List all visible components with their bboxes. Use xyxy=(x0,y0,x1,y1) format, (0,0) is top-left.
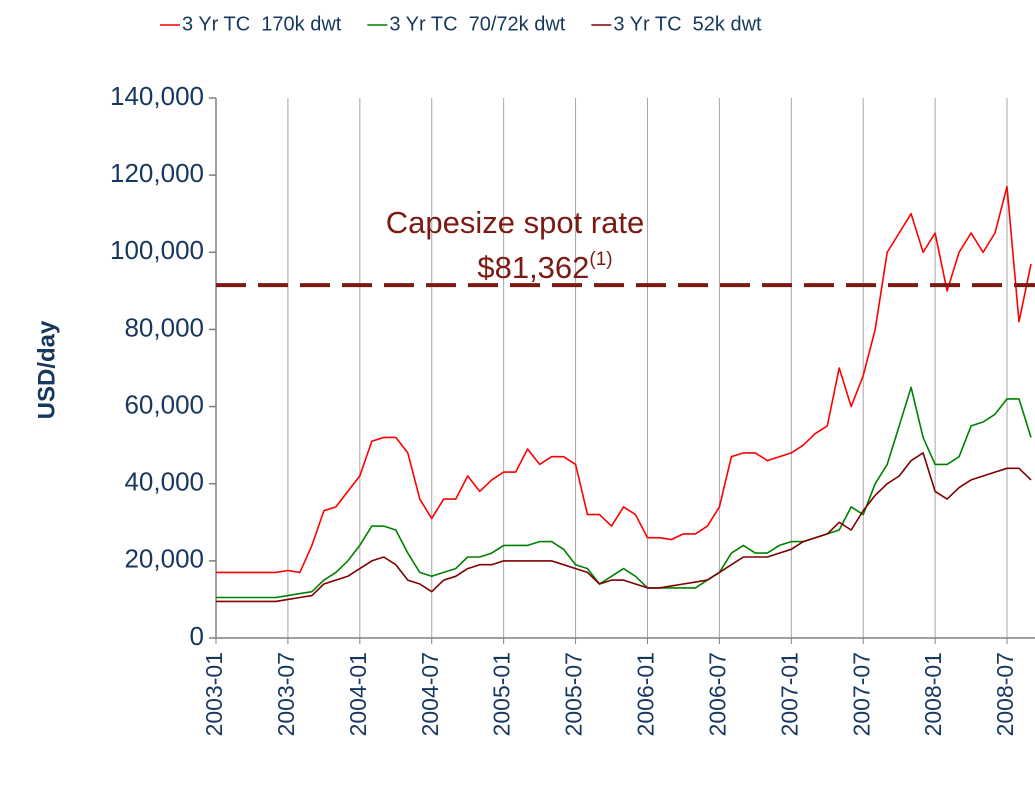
x-tick-label: 2006-07 xyxy=(704,652,730,736)
x-tick-label: 2004-01 xyxy=(345,652,371,736)
annotation: $81,362(1) xyxy=(477,249,612,285)
x-tick-label: 2003-07 xyxy=(273,652,299,736)
series-line xyxy=(216,185,1032,574)
annotation: Capesize spot rate xyxy=(386,205,644,240)
y-tick-label: 140,000 xyxy=(110,81,204,111)
y-tick-label: 40,000 xyxy=(124,467,204,497)
y-axis-label: USD/day xyxy=(33,320,60,419)
x-tick-label: 2004-07 xyxy=(417,652,443,736)
x-tick-label: 2007-07 xyxy=(848,652,874,736)
y-tick-label: 0 xyxy=(190,621,204,651)
x-tick-label: 2003-01 xyxy=(201,652,227,736)
legend: 3 Yr TC 170k dwt 3 Yr TC 70/72k dwt 3 Yr T… xyxy=(160,13,762,35)
series-line xyxy=(216,452,1032,603)
y-tick-label: 60,000 xyxy=(124,389,204,419)
y-tick-label: 80,000 xyxy=(124,312,204,342)
legend-label: 3 Yr TC 70/72k dwt xyxy=(389,13,565,35)
x-tick-label: 2008-01 xyxy=(920,652,946,736)
x-tick-label: 2008-07 xyxy=(992,652,1018,736)
series-line xyxy=(216,386,1032,599)
annotation-superscript: (1) xyxy=(589,249,612,270)
y-tick-label: 20,000 xyxy=(124,544,204,574)
legend-label: 3 Yr TC 170k dwt xyxy=(182,13,342,35)
x-tick-label: 2007-01 xyxy=(776,652,802,736)
x-tick-label: 2005-07 xyxy=(561,652,587,736)
annotation-value: $81,362 xyxy=(477,250,589,285)
x-tick-label: 2006-01 xyxy=(633,652,659,736)
y-tick-label: 100,000 xyxy=(110,235,204,265)
legend-label: 3 Yr TC 52k dwt xyxy=(613,13,762,35)
y-tick-label: 120,000 xyxy=(110,158,204,188)
x-tick-label: 2005-01 xyxy=(489,652,515,736)
